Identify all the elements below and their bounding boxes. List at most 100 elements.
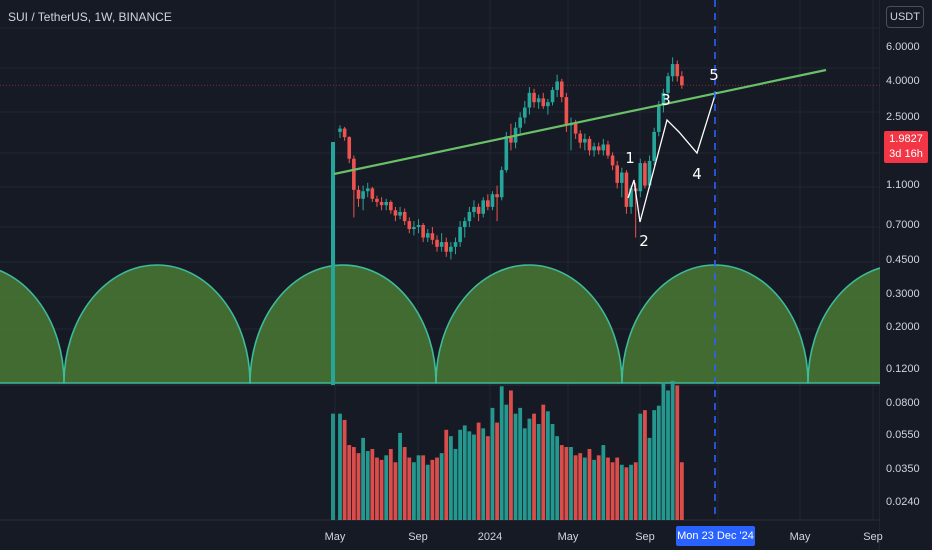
candle <box>402 212 407 222</box>
volume-bar <box>606 457 610 520</box>
time-tick-label: May <box>557 531 579 543</box>
volume-bar <box>670 380 675 520</box>
volume-bar <box>569 447 573 520</box>
wave-label: 4 <box>692 165 702 183</box>
volume-bar <box>370 448 375 520</box>
volume-bar <box>592 459 596 520</box>
volume-tick-label: 0.0350 <box>886 463 920 475</box>
candle <box>601 144 606 151</box>
candle <box>638 163 643 192</box>
candle <box>592 146 596 151</box>
volume-bar <box>513 413 518 520</box>
price-tick-label: 0.4500 <box>886 254 920 266</box>
volume-bar <box>453 448 458 520</box>
candle <box>532 92 536 103</box>
wave-label: 3 <box>661 91 671 109</box>
volume-bar <box>430 459 435 520</box>
candle <box>546 102 550 107</box>
time-tick-label: May <box>324 531 346 543</box>
volume-bar <box>338 413 342 520</box>
volume-bar <box>578 453 583 520</box>
volume-bar <box>656 405 661 520</box>
candle <box>389 201 393 211</box>
volume-bar <box>361 437 365 520</box>
candle <box>393 210 398 216</box>
candle <box>467 212 472 222</box>
volume-tick-label: 0.0550 <box>886 429 920 441</box>
candle <box>430 233 435 240</box>
candle <box>453 242 458 247</box>
volume-bar <box>481 428 486 520</box>
last-price-value: 1.9827 <box>889 133 923 145</box>
volume-bar <box>610 462 615 520</box>
cycle-arch <box>249 264 437 384</box>
volume-bar <box>518 407 523 520</box>
cycle-arch <box>435 264 623 384</box>
candle <box>596 146 601 151</box>
candle <box>486 200 490 207</box>
candle <box>523 107 527 118</box>
price-tick-label: 6.0000 <box>886 41 920 53</box>
candle <box>370 188 375 199</box>
candle <box>398 212 402 216</box>
candle <box>481 200 486 214</box>
candle <box>666 76 670 93</box>
volume-bar <box>458 429 463 520</box>
candle <box>375 198 379 202</box>
volume-bar <box>638 413 643 520</box>
candle <box>680 76 684 86</box>
candle <box>412 227 416 230</box>
crosshair-date-badge: Mon 23 Dec '24 <box>676 526 755 546</box>
volume-bar <box>402 447 407 520</box>
candle <box>425 233 430 238</box>
volume-bar <box>675 385 680 520</box>
candle <box>675 64 680 77</box>
candle <box>444 242 449 252</box>
candle <box>421 225 425 238</box>
candle <box>541 98 546 107</box>
volume-bar <box>541 404 546 520</box>
candle <box>416 225 421 228</box>
volume-bar <box>633 462 638 520</box>
volume-bar <box>416 455 421 520</box>
candle <box>352 158 356 190</box>
volume-bar <box>499 386 504 520</box>
price-tick-label: 0.1200 <box>886 363 920 375</box>
volume-bar <box>462 425 467 520</box>
volume-bar <box>647 437 652 520</box>
price-tick-label: 0.2000 <box>886 321 920 333</box>
price-tick-label: 0.7000 <box>886 219 920 231</box>
volume-bar <box>666 390 670 520</box>
volume-bar <box>342 419 347 520</box>
symbol-title[interactable]: SUI / TetherUS, 1W, BINANCE <box>8 10 172 24</box>
candle <box>435 239 439 247</box>
volume-bar <box>509 390 513 520</box>
candle <box>643 163 647 186</box>
candle <box>587 138 592 151</box>
candle <box>458 227 462 243</box>
cycle-arch <box>621 264 809 384</box>
candle <box>606 144 610 156</box>
candle <box>624 172 629 207</box>
volume-bar <box>532 413 536 520</box>
candle <box>527 92 532 108</box>
candle <box>661 92 666 106</box>
resistance-trendline <box>333 68 827 176</box>
volume-bar <box>601 445 606 520</box>
price-axis-bg <box>880 0 932 550</box>
currency-button[interactable]: USDT <box>886 6 924 28</box>
volume-bar <box>472 434 476 520</box>
candle <box>495 194 499 198</box>
volume-bar <box>573 455 578 520</box>
volume-bar <box>425 464 430 520</box>
volume-bar <box>587 448 592 520</box>
time-tick-label: Sep <box>635 531 655 543</box>
candle <box>490 194 495 207</box>
candle <box>504 136 509 171</box>
candle <box>573 123 578 134</box>
candle <box>610 155 615 166</box>
candle <box>449 246 453 252</box>
volume-bar <box>412 462 416 520</box>
